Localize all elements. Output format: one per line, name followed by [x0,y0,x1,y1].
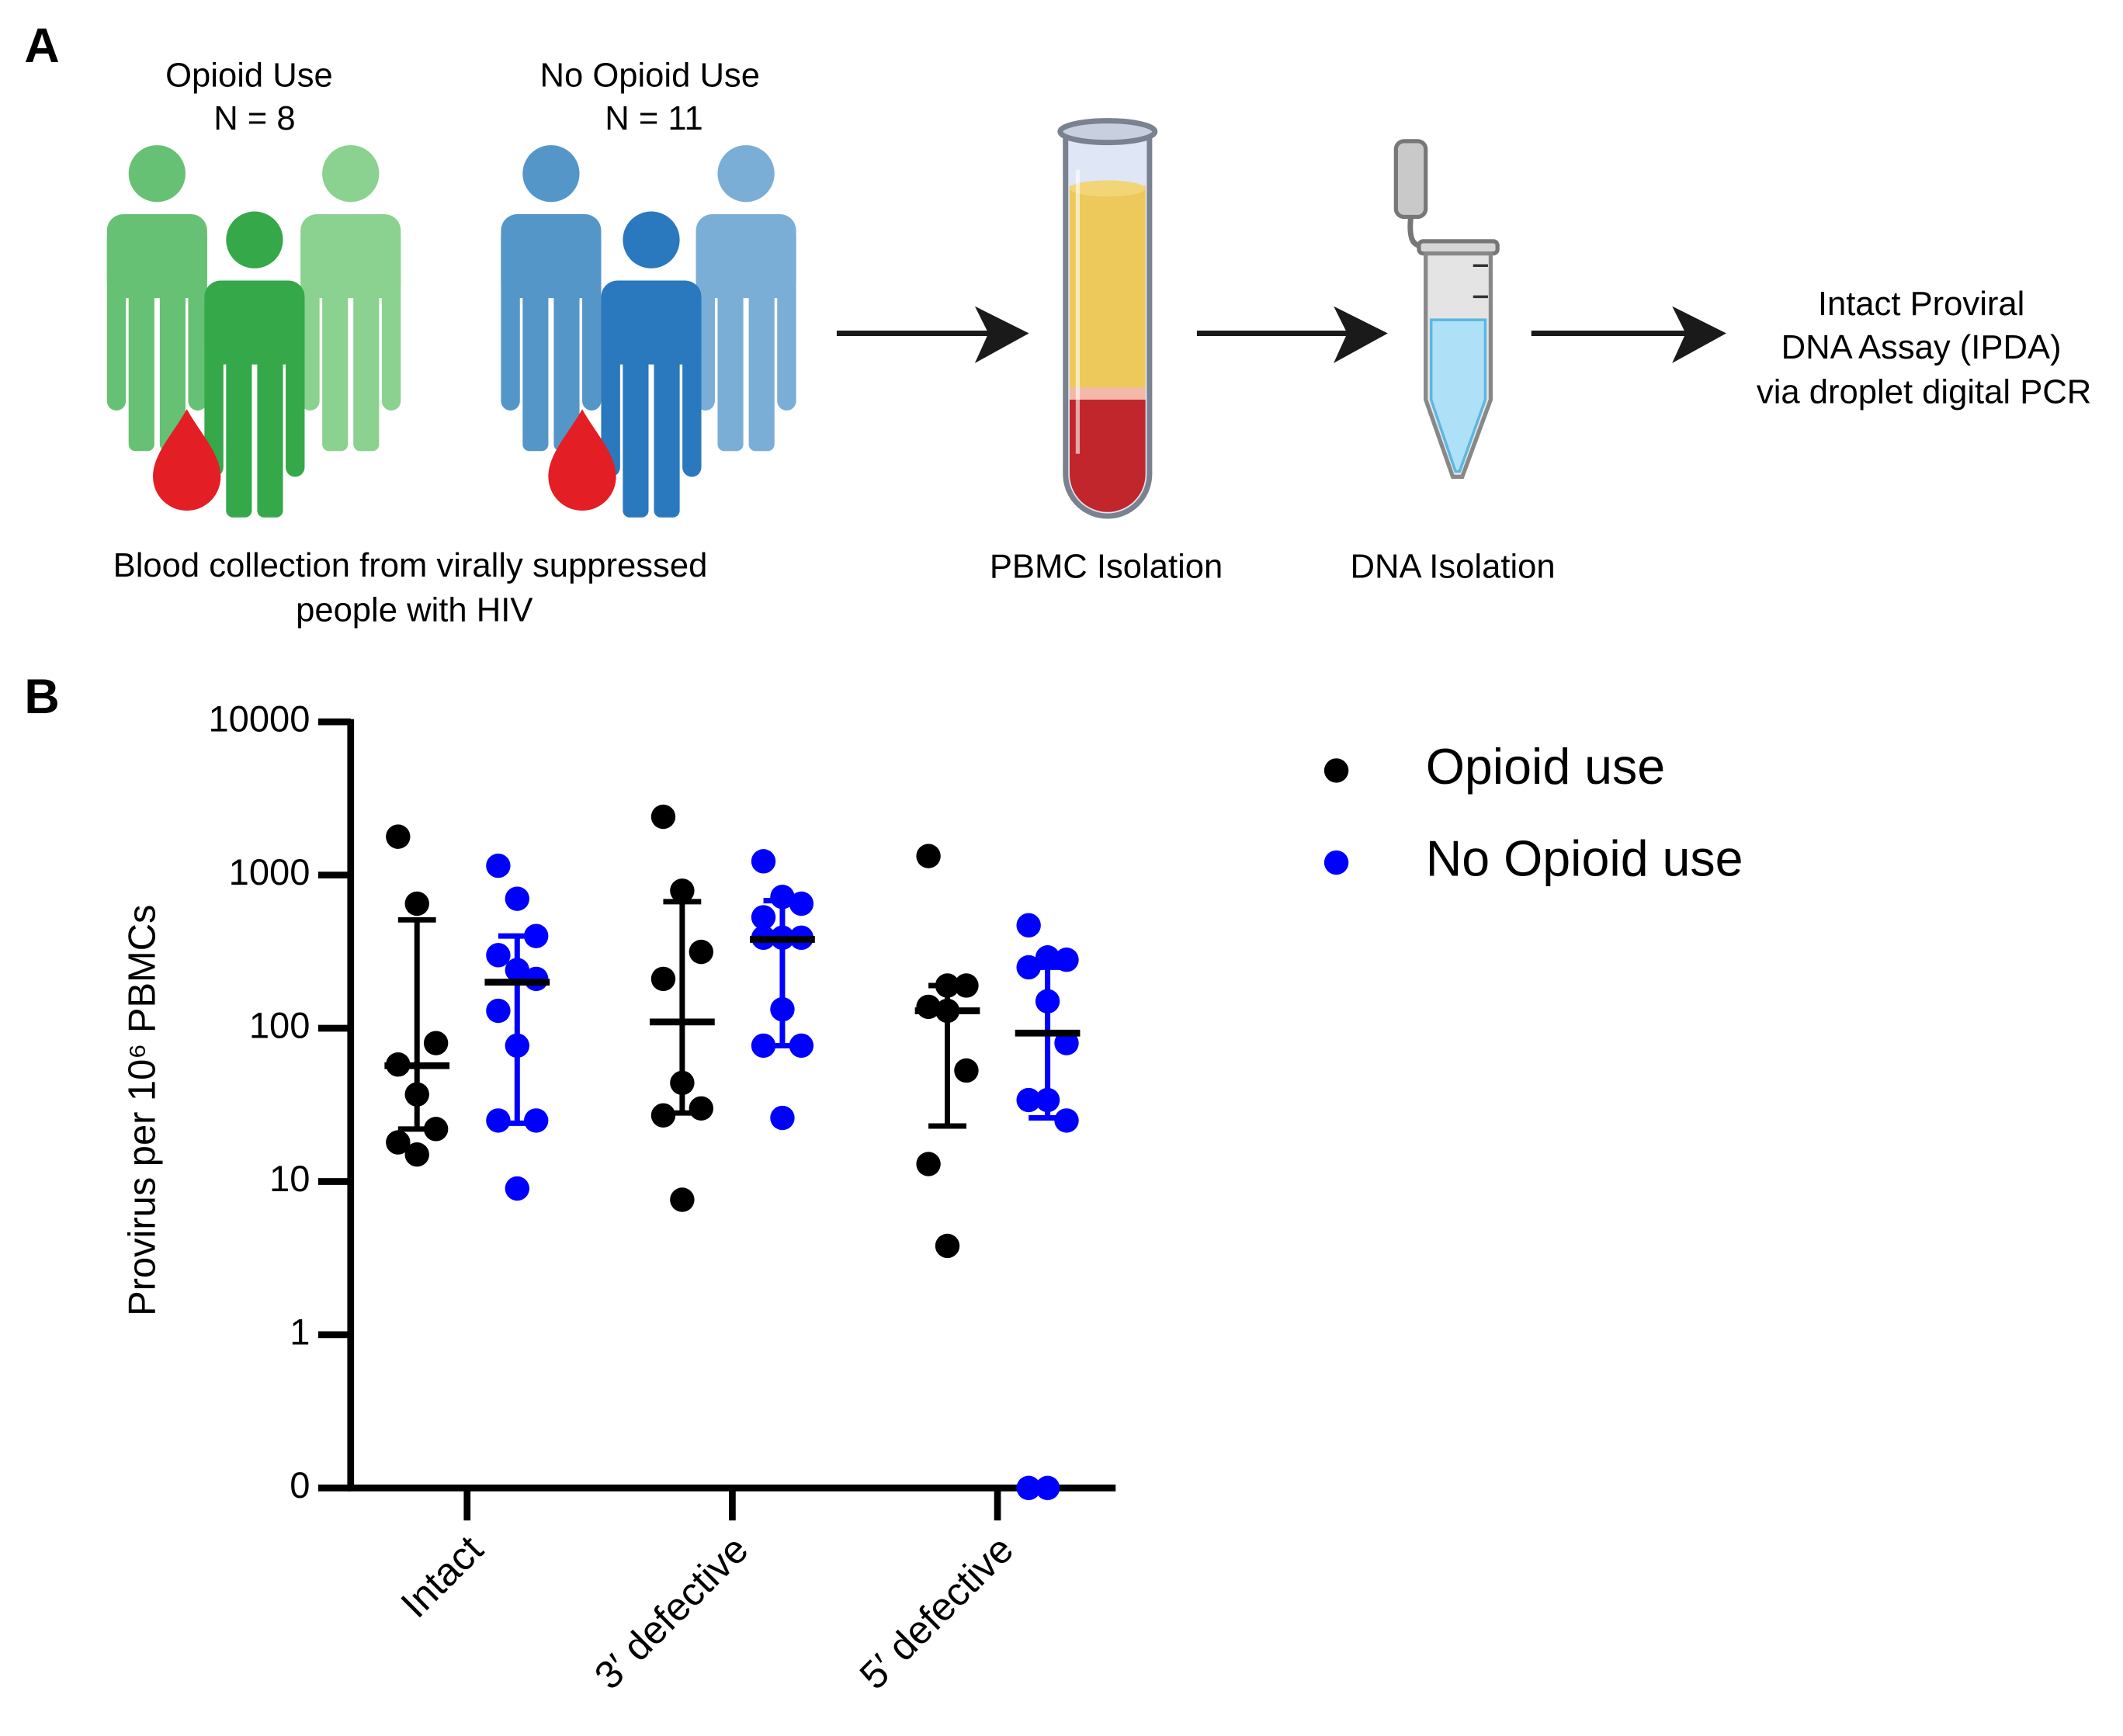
data-point [524,1108,549,1133]
x-tick-label: 5′ defective [851,1527,1022,1698]
data-point [935,1233,960,1259]
data-point [505,1176,530,1201]
data-point [689,1096,713,1121]
data-point [1035,1475,1060,1501]
error-bar [1029,964,1067,1121]
group-label: Opioid Use [165,57,333,94]
data-point [751,849,776,874]
data-point [386,824,411,849]
data-point [486,943,511,968]
data-point [916,1152,941,1176]
data-point [1054,1031,1079,1055]
data-point [916,844,941,868]
data-point [404,891,429,917]
data-point [1035,945,1060,970]
step-label: PBMC Isolation [990,549,1223,586]
arrows [836,306,1726,363]
data-point [404,1142,429,1167]
data-point [954,1058,979,1083]
data-point [670,878,695,903]
data-point [486,998,511,1024]
assay-label: DNA Assay (IPDA) [1781,329,2062,366]
people-no-opioid [501,145,796,518]
panel-label: A [24,19,59,73]
y-tick-label: 0 [290,1464,310,1506]
legend-marker [1323,758,1349,783]
y-tick-label: 100 [249,1004,310,1045]
legend-marker [1323,850,1349,875]
assay-label: via droplet digital PCR [1757,374,2091,411]
group-n: N = 11 [605,100,702,137]
error-bar [763,898,802,1048]
panel-label: B [24,670,59,724]
group-n: N = 8 [213,100,295,137]
dna-tube [1393,139,1500,480]
legend-label: No Opioid use [1426,831,1743,887]
y-tick-label: 1000 [229,851,310,892]
y-tick-label: 10000 [209,698,310,740]
chart: 0 1 10 100 1000 10000 Intact 3′ defective 5′ def… [209,698,1743,1698]
data-point [1016,1475,1041,1501]
assay-label: Intact Proviral [1818,286,2025,323]
error-bar [663,899,702,1116]
data-point [789,891,814,917]
caption: people with HIV [296,591,532,629]
data-point [505,886,530,911]
data-point [486,853,511,878]
y-axis-label: Provirus per 10⁶ PBMCs [122,905,164,1316]
data-point [1016,913,1041,938]
data-point [423,1031,449,1055]
group-label: No Opioid Use [539,57,759,94]
y-tick-label: 10 [269,1158,310,1199]
data-point [751,905,776,930]
data-point [770,1105,795,1131]
data-point [689,939,713,965]
data-point [486,1108,511,1133]
people-opioid [106,145,401,518]
data-point [670,1187,695,1212]
legend-label: Opioid use [1426,739,1665,795]
data-point [650,966,676,992]
blood-tube [1057,118,1158,519]
caption: Blood collection from virally suppressed [113,547,708,584]
error-bar [498,933,536,1126]
data-point [386,1130,411,1155]
error-bar [397,917,436,1132]
y-tick-label: 1 [290,1311,310,1352]
step-label: DNA Isolation [1351,549,1556,586]
data-point [1016,1087,1041,1113]
x-tick-label: 3′ defective [586,1527,757,1698]
data-point [650,804,676,830]
x-tick-label: Intact [392,1527,491,1627]
